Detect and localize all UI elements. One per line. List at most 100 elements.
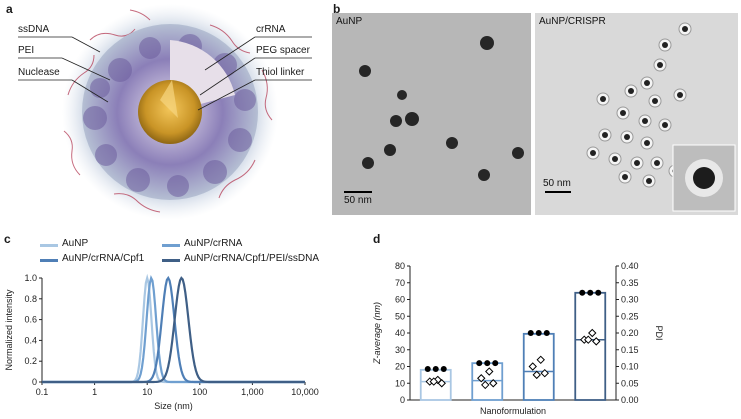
label-ssdna: ssDNA <box>18 24 50 35</box>
y-tick-label: 60 <box>395 295 405 305</box>
y-tick-label: 30 <box>395 345 405 355</box>
nuclease-blobs <box>83 34 256 197</box>
bar-2 <box>522 332 555 401</box>
nanoparticle-illustration <box>62 4 278 220</box>
zavg-point <box>476 360 483 367</box>
zavg-point <box>424 366 431 373</box>
label-crrna: crRNA <box>256 24 286 35</box>
zavg-point <box>484 360 491 367</box>
x-tick-label: 10 <box>142 387 152 397</box>
zaverage-pdi-chart: 0 10 20 30 40 50 60 70 80 0.00 0.05 0.10 0.15 0.20 0.2… <box>372 261 664 416</box>
x-tick-label: 100 <box>192 387 207 397</box>
pdi-point <box>481 380 490 390</box>
series-line-3 <box>42 276 305 384</box>
label-peg-spacer: PEG spacer <box>256 45 310 56</box>
bar-0 <box>419 368 452 401</box>
pdi-point <box>485 367 494 376</box>
y-axis-label: Z-average (nm) <box>372 302 382 365</box>
legend-label-full: AuNP/crRNA/Cpf1/PEI/ssDNA <box>184 253 320 264</box>
y2-axis-label: PDI <box>654 325 664 340</box>
label-nuclease: Nuclease <box>18 67 60 78</box>
y-tick-label: 0 <box>32 377 37 387</box>
tem-image-aunp: AuNP 50 nm <box>332 13 531 215</box>
pdi-point <box>540 368 549 378</box>
pdi-point <box>592 337 601 346</box>
y-tick-label: 10 <box>395 378 405 388</box>
zavg-point <box>595 289 602 296</box>
legend-label-aunp-crrna-cpf1: AuNP/crRNA/Cpf1 <box>62 253 145 264</box>
y-tick-label: 40 <box>395 328 405 338</box>
y-tick-label: 80 <box>395 261 405 271</box>
pdi-point <box>536 355 545 365</box>
x-tick-label: 1 <box>92 387 97 397</box>
x-tick-label: 10,000 <box>291 387 319 397</box>
zavg-point <box>432 366 439 373</box>
gold-particles <box>359 36 524 181</box>
x-axis-label: Size (nm) <box>154 401 193 411</box>
y-axis-label: Normalized intensity <box>4 289 14 371</box>
tem-label-aunp-crispr: AuNP/CRISPR <box>539 16 606 27</box>
x-axis-label: Nanoformulation <box>480 406 546 416</box>
pdi-point <box>584 335 593 344</box>
y-tick-label: 20 <box>395 362 405 372</box>
y2-tick-label: 0.05 <box>621 378 639 388</box>
zavg-point <box>543 330 550 336</box>
panel-c-letter: c <box>4 232 11 246</box>
bar-1 <box>471 362 504 401</box>
y-tick-label: 0.8 <box>24 294 37 304</box>
pdi-point <box>437 379 446 388</box>
panel-d-letter: d <box>373 232 381 246</box>
ssdna-strands <box>63 9 273 213</box>
zavg-point <box>527 330 534 336</box>
legend-swatch-aunp-crrna <box>162 244 180 247</box>
legend-swatch-aunp-crrna-cpf1 <box>40 259 58 262</box>
y2-tick-label: 0.20 <box>621 328 639 338</box>
label-pei: PEI <box>18 45 35 56</box>
dls-legend: AuNP AuNP/crRNA AuNP/crRNA/Cpf1 AuNP/crR… <box>40 238 340 268</box>
y2-tick-label: 0.15 <box>621 345 639 355</box>
pdi-point <box>489 379 498 388</box>
scalebar-line-left <box>344 191 372 193</box>
pdi-point <box>429 377 438 386</box>
inset-zoom <box>672 144 736 212</box>
zavg-point <box>579 289 586 296</box>
x-tick-label: 1,000 <box>241 387 264 397</box>
label-thiol-linker: Thiol linker <box>256 67 305 78</box>
zavg-point <box>440 366 447 373</box>
y2-tick-label: 0.35 <box>621 278 639 288</box>
y-tick-label: 0.2 <box>24 356 37 366</box>
x-tick-label: 0.1 <box>36 387 49 397</box>
pdi-point <box>588 328 597 338</box>
y2-tick-label: 0.00 <box>621 395 639 405</box>
y-tick-label: 0.6 <box>24 315 37 325</box>
pdi-point <box>477 374 486 383</box>
legend-label-aunp-crrna: AuNP/crRNA <box>184 238 243 249</box>
pdi-point <box>528 362 537 371</box>
legend-label-aunp: AuNP <box>62 238 89 249</box>
tem-image-aunp-crispr: AuNP/CRISPR 50 nm <box>535 13 738 215</box>
gold-core <box>138 80 202 144</box>
bar-3 <box>574 291 607 401</box>
scalebar-label-left: 50 nm <box>344 195 372 206</box>
y-tick-label: 0 <box>400 395 405 405</box>
scalebar-label-right: 50 nm <box>543 178 571 189</box>
leader-lines <box>18 36 312 111</box>
pdi-point <box>532 370 541 380</box>
y-tick-label: 50 <box>395 311 405 321</box>
y-tick-label: 70 <box>395 278 405 288</box>
dls-size-chart: 0 0.2 0.4 0.6 0.8 1.0 0.1 1 10 100 1,000 10,000 Norm… <box>4 273 319 411</box>
panel-a-letter: a <box>6 2 13 16</box>
y2-tick-label: 0.30 <box>621 295 639 305</box>
tem-label-aunp: AuNP <box>336 16 363 27</box>
zavg-point <box>535 330 542 336</box>
y-tick-label: 1.0 <box>24 273 37 283</box>
zavg-point <box>492 360 499 367</box>
y2-tick-label: 0.25 <box>621 311 639 321</box>
panel-b-letter: b <box>333 2 341 16</box>
scalebar-line-right <box>545 191 571 193</box>
zavg-point <box>587 289 594 296</box>
legend-swatch-full <box>162 259 180 262</box>
y-tick-label: 0.4 <box>24 335 37 345</box>
legend-swatch-aunp <box>40 244 58 247</box>
y2-tick-label: 0.10 <box>621 362 639 372</box>
